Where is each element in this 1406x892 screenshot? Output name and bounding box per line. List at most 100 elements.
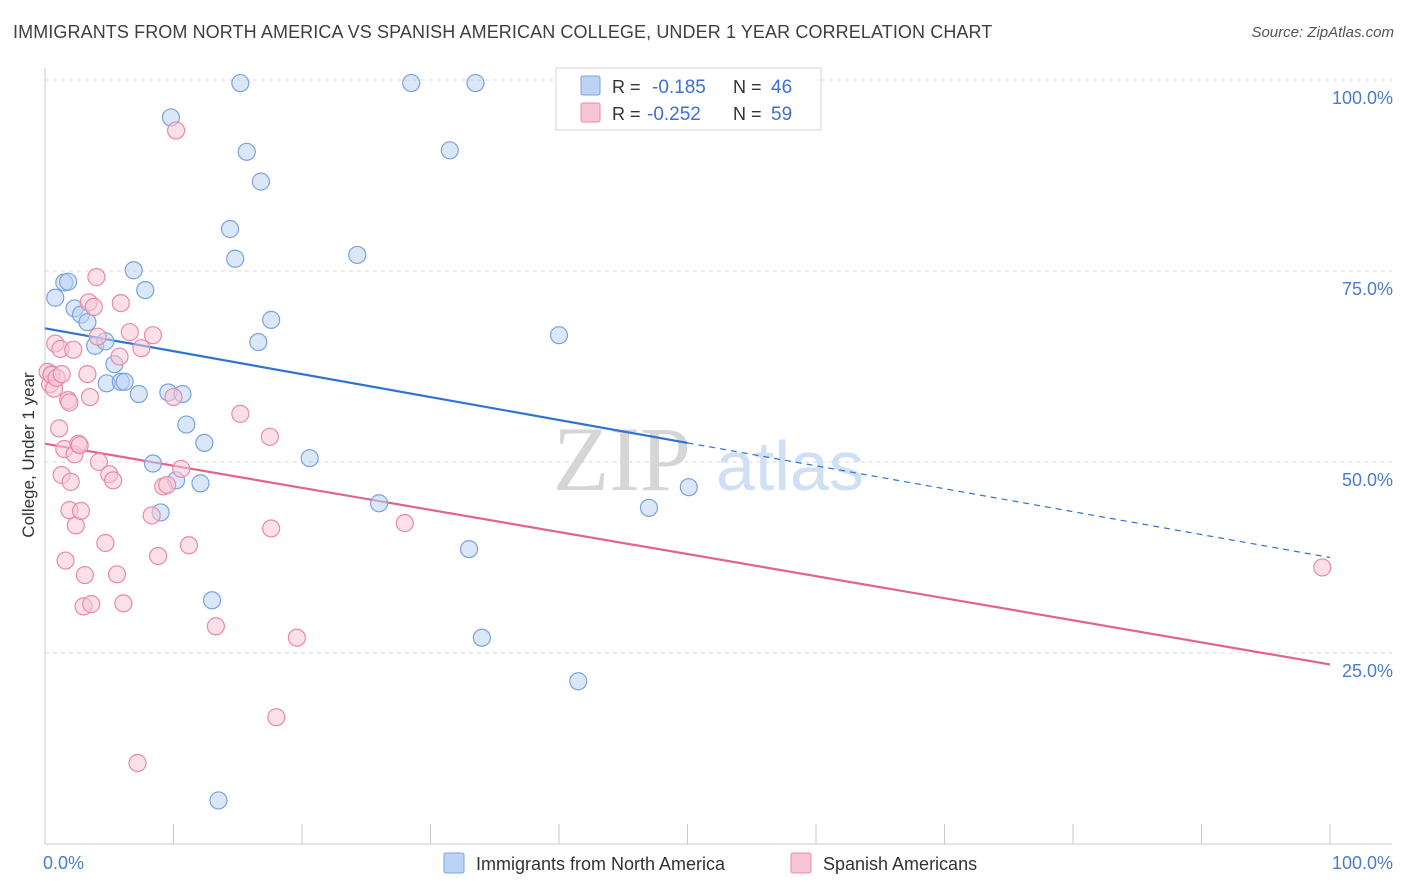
point-spanish-americans xyxy=(206,617,226,636)
point-spanish-americans xyxy=(82,595,101,614)
point-spanish-americans xyxy=(71,501,91,520)
point-north-america xyxy=(249,332,268,352)
point-north-america xyxy=(231,73,250,93)
point-north-america xyxy=(209,791,228,810)
point-north-america xyxy=(115,372,134,391)
legend-swatch-blue xyxy=(443,852,465,874)
point-north-america xyxy=(679,478,698,497)
point-north-america xyxy=(191,474,210,493)
legend-r-value: -0.185 xyxy=(652,77,706,98)
point-spanish-americans xyxy=(132,339,151,358)
point-north-america xyxy=(124,261,143,280)
watermark-atlas: atlas xyxy=(716,427,864,505)
point-spanish-americans xyxy=(75,565,94,585)
point-spanish-americans xyxy=(120,323,139,342)
legend-n-value: 59 xyxy=(771,104,792,125)
point-north-america xyxy=(143,454,163,473)
legend-n-value: 46 xyxy=(771,77,792,98)
point-spanish-americans xyxy=(267,708,286,727)
grid-lines xyxy=(45,79,1392,654)
point-spanish-americans xyxy=(52,365,71,384)
point-north-america xyxy=(195,433,214,452)
x-tick-label: 100.0% xyxy=(1332,853,1393,873)
legend-r-label: R = xyxy=(612,77,641,97)
data-points xyxy=(38,73,1332,810)
y-axis-title: College, Under 1 year xyxy=(19,372,38,538)
point-spanish-americans xyxy=(128,753,147,773)
chart-title: IMMIGRANTS FROM NORTH AMERICA VS SPANISH… xyxy=(13,22,993,42)
point-north-america xyxy=(459,539,479,559)
y-tick-label: 75.0% xyxy=(1342,279,1393,299)
point-spanish-americans xyxy=(88,327,107,346)
point-spanish-americans xyxy=(148,546,168,566)
legend-swatch-pink xyxy=(580,102,601,123)
legend-r-label: R = xyxy=(612,104,641,124)
legend-series-label: Spanish Americans xyxy=(823,854,977,874)
trend-lines xyxy=(44,327,1331,666)
watermark: ZIP atlas xyxy=(553,408,864,510)
legend-n-label: N = xyxy=(733,77,762,97)
watermark-zip: ZIP xyxy=(553,408,691,510)
point-spanish-americans xyxy=(260,427,279,446)
trend-line-north-america-extension xyxy=(687,442,1331,559)
point-spanish-americans xyxy=(143,326,163,345)
point-north-america xyxy=(440,141,459,160)
point-spanish-americans xyxy=(61,472,80,491)
point-spanish-americans xyxy=(172,459,191,478)
point-spanish-americans xyxy=(287,628,306,647)
point-spanish-americans xyxy=(56,551,75,570)
point-spanish-americans xyxy=(78,365,97,384)
point-north-america xyxy=(59,272,78,291)
point-north-america xyxy=(251,172,270,191)
trend-line-north-america xyxy=(44,327,688,444)
point-spanish-americans xyxy=(80,387,100,407)
point-spanish-americans xyxy=(104,471,123,490)
y-tick-label: 25.0% xyxy=(1342,661,1393,681)
legend-swatch-pink xyxy=(790,852,812,874)
point-spanish-americans xyxy=(107,565,127,584)
trend-line-spanish-americans xyxy=(44,442,1331,666)
point-north-america xyxy=(549,326,569,345)
y-tick-label: 100.0% xyxy=(1332,88,1393,108)
point-north-america xyxy=(78,313,97,332)
legend-bottom: Immigrants from North America Spanish Am… xyxy=(443,852,977,874)
point-spanish-americans xyxy=(157,475,177,495)
legend-series-label: Immigrants from North America xyxy=(476,854,726,874)
point-north-america xyxy=(402,73,421,93)
point-spanish-americans xyxy=(50,419,69,438)
point-north-america xyxy=(569,672,588,691)
point-north-america xyxy=(472,628,491,647)
point-north-america xyxy=(639,498,659,517)
point-north-america xyxy=(136,281,155,300)
point-north-america xyxy=(46,288,65,307)
chart-source: Source: ZipAtlas.com xyxy=(1251,24,1394,41)
legend-r-value: -0.252 xyxy=(647,104,701,125)
point-north-america xyxy=(466,73,485,93)
point-spanish-americans xyxy=(60,393,79,412)
point-spanish-americans xyxy=(111,293,130,313)
point-spanish-americans xyxy=(87,268,106,287)
point-north-america xyxy=(370,494,389,513)
point-north-america xyxy=(129,384,148,404)
y-tick-labels: 25.0% 50.0% 75.0% 100.0% xyxy=(1332,88,1393,681)
point-north-america xyxy=(348,245,367,265)
point-spanish-americans xyxy=(1313,558,1332,577)
legend-n-label: N = xyxy=(733,104,762,124)
point-north-america xyxy=(177,415,196,434)
point-spanish-americans xyxy=(64,340,83,359)
point-north-america xyxy=(300,449,319,468)
point-spanish-americans xyxy=(142,506,161,525)
point-spanish-americans xyxy=(84,297,103,317)
point-spanish-americans xyxy=(164,387,183,407)
point-north-america xyxy=(262,310,281,329)
x-tick-label: 0.0% xyxy=(43,853,84,873)
point-spanish-americans xyxy=(166,121,186,140)
point-spanish-americans xyxy=(114,594,133,613)
legend-swatch-blue xyxy=(580,75,601,96)
point-spanish-americans xyxy=(89,452,109,472)
point-north-america xyxy=(202,591,222,610)
point-spanish-americans xyxy=(110,347,129,366)
point-north-america xyxy=(226,249,245,268)
point-spanish-americans xyxy=(179,536,199,555)
